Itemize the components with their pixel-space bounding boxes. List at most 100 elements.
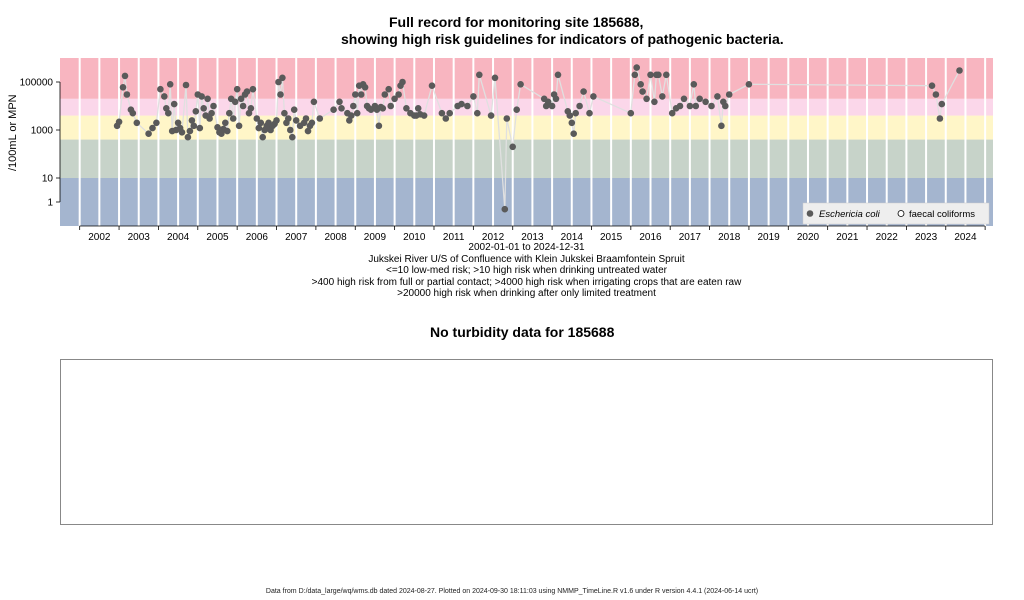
- legend-faecal-label: faecal coliforms: [909, 209, 975, 220]
- turbidity-title: No turbidity data for 185688: [430, 324, 615, 340]
- ecoli-point: [361, 84, 369, 91]
- ecoli-point: [273, 117, 280, 124]
- ecoli-point: [119, 84, 127, 91]
- ecoli-point: [513, 106, 520, 113]
- ecoli-point: [936, 115, 944, 122]
- ecoli-point: [708, 102, 715, 110]
- ecoli-point: [243, 88, 251, 95]
- x-tick-label: 2017: [679, 232, 702, 243]
- x-tick-label: 2021: [836, 232, 859, 243]
- ecoli-point: [509, 143, 516, 151]
- ecoli-point: [420, 112, 428, 119]
- ecoli-point: [586, 109, 593, 117]
- ecoli-point: [161, 93, 168, 100]
- x-tick-label: 2002: [88, 232, 111, 243]
- ecoli-point: [590, 93, 597, 100]
- ecoli-point: [235, 122, 243, 130]
- ecoli-point: [566, 112, 574, 119]
- ecoli-point: [145, 130, 152, 137]
- ecoli-point: [277, 91, 284, 98]
- x-tick-label: 2020: [797, 232, 820, 243]
- x-tick-label: 2009: [364, 232, 387, 243]
- ecoli-point: [470, 93, 477, 100]
- ecoli-point: [357, 91, 365, 98]
- ecoli-point: [476, 71, 483, 79]
- ecoli-point: [633, 64, 640, 71]
- x-tick-label: 2019: [757, 232, 780, 243]
- ecoli-point: [350, 102, 357, 110]
- x-tick-label: 2011: [443, 232, 465, 243]
- x-tick-label: 2016: [639, 232, 662, 243]
- ecoli-point: [224, 127, 231, 135]
- ecoli-point: [552, 95, 560, 103]
- ecoli-point: [722, 102, 729, 110]
- ecoli-point: [491, 74, 499, 82]
- ecoli-point: [336, 98, 343, 106]
- ecoli-point: [115, 118, 123, 126]
- ecoli-point: [696, 95, 703, 103]
- ecoli-point: [668, 109, 676, 117]
- x-tick-label: 2006: [246, 232, 269, 243]
- ecoli-point: [214, 124, 221, 131]
- ecoli-point: [174, 119, 182, 127]
- ecoli-point: [676, 102, 684, 110]
- risk-band-limited-treatment: [60, 98, 993, 116]
- risk-band-contact: [60, 139, 993, 178]
- ecoli-point: [375, 122, 383, 130]
- caption-guideline-1: <=10 low-med risk; >10 high risk when dr…: [386, 265, 667, 276]
- ecoli-point: [554, 71, 562, 79]
- x-tick-label: 2005: [206, 232, 229, 243]
- ecoli-point: [247, 105, 255, 112]
- ecoli-point: [702, 98, 709, 106]
- ecoli-point: [399, 78, 406, 86]
- ecoli-point: [395, 91, 402, 98]
- ecoli-point: [257, 119, 265, 127]
- ecoli-point: [464, 102, 471, 110]
- x-tick-label: 2024: [954, 232, 977, 243]
- ecoli-point: [572, 109, 579, 117]
- ecoli-point: [381, 91, 389, 98]
- ecoli-point: [210, 102, 217, 110]
- ecoli-point: [188, 117, 196, 124]
- ecoli-point: [692, 102, 700, 110]
- caption-guideline-3: >20000 high risk when drinking after onl…: [397, 288, 656, 299]
- ecoli-point: [338, 105, 345, 112]
- ecoli-point: [956, 67, 963, 74]
- ecoli-point: [304, 127, 312, 135]
- ecoli-point: [487, 112, 495, 119]
- ecoli-point: [446, 109, 454, 117]
- ecoli-point: [938, 100, 946, 108]
- ecoli-point: [637, 81, 644, 88]
- ecoli-point: [190, 122, 198, 130]
- footer-note: Data from D:/data_large/wq/wms.db dated …: [265, 588, 759, 595]
- ecoli-point: [121, 72, 129, 80]
- ecoli-point: [206, 115, 213, 122]
- ecoli-point: [474, 109, 481, 117]
- ecoli-point: [379, 105, 387, 112]
- ecoli-point: [517, 81, 524, 88]
- ecoli-point: [353, 109, 361, 117]
- x-tick-label: 2018: [718, 232, 741, 243]
- ecoli-point: [330, 106, 337, 113]
- bacteria-chart: 1 10 1000 100000 2002 2003 2004 2005 2006 2007 20…: [20, 58, 993, 243]
- ecoli-point: [157, 85, 164, 93]
- x-tick-label: 2003: [128, 232, 151, 243]
- ecoli-point: [275, 78, 282, 86]
- ecoli-point: [647, 71, 654, 79]
- ecoli-point: [352, 91, 359, 98]
- x-tick-label: 2015: [600, 232, 623, 243]
- ecoli-point: [253, 115, 261, 122]
- x-tick-label: 2010: [403, 232, 426, 243]
- ecoli-point: [249, 85, 257, 93]
- ecoli-point: [292, 117, 300, 124]
- ecoli-point: [290, 106, 298, 113]
- ecoli-point: [165, 109, 172, 117]
- ecoli-point: [229, 115, 237, 122]
- ecoli-point: [178, 129, 186, 136]
- legend-ecoli-label: Eschericia coli: [819, 209, 881, 220]
- y-tick-label: 10: [42, 174, 54, 185]
- x-tick-label: 2004: [167, 232, 190, 243]
- ecoli-point: [316, 115, 324, 122]
- ecoli-point: [259, 133, 267, 141]
- ecoli-point: [239, 102, 247, 110]
